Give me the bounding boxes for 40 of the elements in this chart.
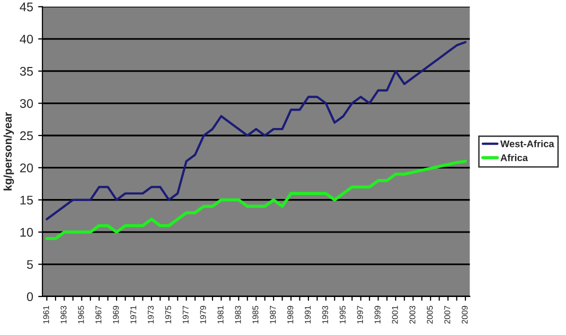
x-tick-label: 1979 bbox=[200, 306, 206, 324]
x-tick-label: 1985 bbox=[252, 306, 258, 324]
x-tick-label: 1987 bbox=[270, 306, 276, 324]
y-tick-label: 5 bbox=[26, 260, 33, 269]
x-tick-label: 2009 bbox=[462, 306, 468, 324]
y-tick-label: 10 bbox=[20, 228, 33, 237]
y-tick-label: 0 bbox=[26, 292, 33, 302]
x-tick-label: 1997 bbox=[357, 306, 364, 324]
line-series bbox=[45, 160, 467, 240]
y-tick-label: 35 bbox=[20, 66, 33, 76]
x-tick-label: 1977 bbox=[182, 306, 189, 324]
x-tick-label: 1991 bbox=[304, 306, 311, 324]
x-tick-label: 2007 bbox=[444, 306, 450, 324]
x-tick-label: 1971 bbox=[130, 306, 136, 324]
x-tick-label: 1993 bbox=[322, 306, 328, 324]
y-tick-label: 25 bbox=[20, 131, 33, 140]
x-tick-label: 1961 bbox=[43, 306, 50, 324]
y-tick-label: 15 bbox=[20, 196, 33, 205]
y-tick-label: 30 bbox=[20, 99, 33, 108]
x-tick-label: 1969 bbox=[112, 306, 119, 324]
x-tick-label: 1989 bbox=[287, 306, 294, 324]
line-series bbox=[46, 41, 467, 220]
y-tick-label: 40 bbox=[20, 34, 33, 44]
x-tick-label: 1999 bbox=[374, 306, 380, 324]
x-tick-label: 2005 bbox=[426, 306, 433, 324]
y-axis-title: kg/person/year bbox=[4, 112, 14, 190]
x-tick-label: 1965 bbox=[78, 306, 84, 324]
legend-label: Africa bbox=[500, 154, 528, 162]
x-tick-label: 1995 bbox=[340, 306, 346, 324]
x-tick-label: 1975 bbox=[165, 306, 172, 324]
y-tick-label: 45 bbox=[20, 2, 33, 12]
x-tick-label: 1973 bbox=[148, 306, 154, 324]
x-tick-label: 1963 bbox=[60, 306, 66, 324]
legend-label: West-Africa bbox=[500, 140, 554, 148]
x-tick-label: 2003 bbox=[409, 306, 416, 324]
x-tick-label: 1983 bbox=[235, 306, 241, 324]
y-tick-label: 20 bbox=[20, 163, 33, 172]
x-tick-label: 2001 bbox=[392, 306, 398, 324]
x-tick-label: 1967 bbox=[95, 306, 102, 324]
x-tick-label: 1981 bbox=[218, 306, 224, 324]
